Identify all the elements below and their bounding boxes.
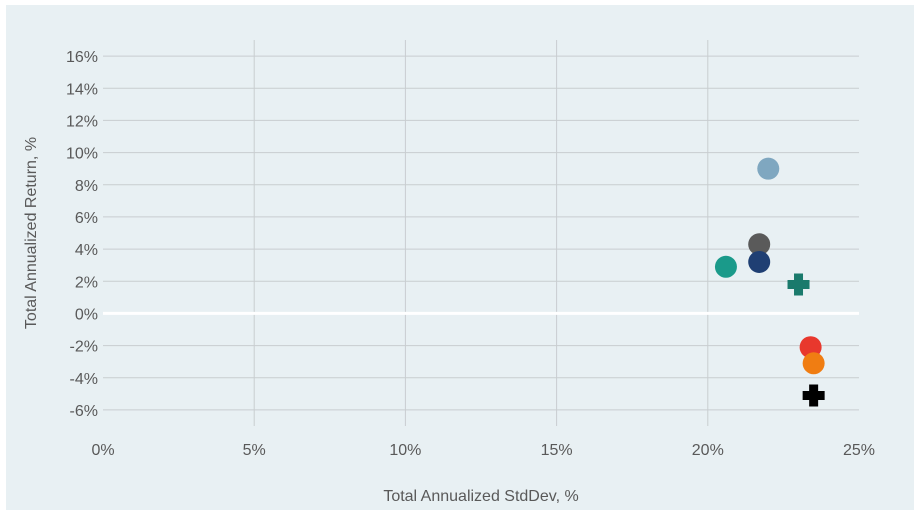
y-tick-label: 8% <box>75 178 98 195</box>
y-tick-label: 4% <box>75 242 98 259</box>
x-tick-label: 5% <box>243 442 266 459</box>
y-tick-label: 2% <box>75 274 98 291</box>
y-tick-label: -6% <box>70 403 98 420</box>
cross-marker <box>802 384 825 407</box>
data-points <box>714 157 825 407</box>
y-tick-label: 10% <box>66 146 98 163</box>
circle-marker <box>748 250 771 273</box>
gridlines <box>103 40 859 426</box>
chart-area: -6% -4% -2% 0% 2% 4% 6% 8% 10% 12% 14% 16% 0% 5% 10% 1… <box>6 5 914 510</box>
y-tick-label: 6% <box>75 210 98 227</box>
circle-marker <box>802 352 825 375</box>
y-tick-label: 14% <box>66 81 98 98</box>
scatter-chart: -6% -4% -2% 0% 2% 4% 6% 8% 10% 12% 14% 16% 0% 5% 10% 1… <box>23 40 875 505</box>
circle-marker <box>748 233 771 256</box>
circle-marker <box>757 157 780 180</box>
x-axis-tick-labels: 0% 5% 10% 15% 20% 25% <box>91 442 875 459</box>
cross-marker <box>787 273 810 296</box>
x-tick-label: 10% <box>389 442 421 459</box>
x-tick-label: 20% <box>692 442 724 459</box>
x-tick-label: 0% <box>91 442 114 459</box>
y-tick-label: -2% <box>70 339 98 356</box>
y-tick-label: 0% <box>75 306 98 323</box>
y-axis-label: Total Annualized Return, % <box>23 137 40 329</box>
x-tick-label: 15% <box>541 442 573 459</box>
y-axis-tick-labels: -6% -4% -2% 0% 2% 4% 6% 8% 10% 12% 14% 16% <box>66 49 98 420</box>
y-tick-label: 16% <box>66 49 98 66</box>
x-axis-label: Total Annualized StdDev, % <box>383 488 578 505</box>
x-tick-label: 25% <box>843 442 875 459</box>
y-tick-label: -4% <box>70 371 98 388</box>
circle-marker <box>714 255 737 278</box>
y-tick-label: 12% <box>66 113 98 130</box>
